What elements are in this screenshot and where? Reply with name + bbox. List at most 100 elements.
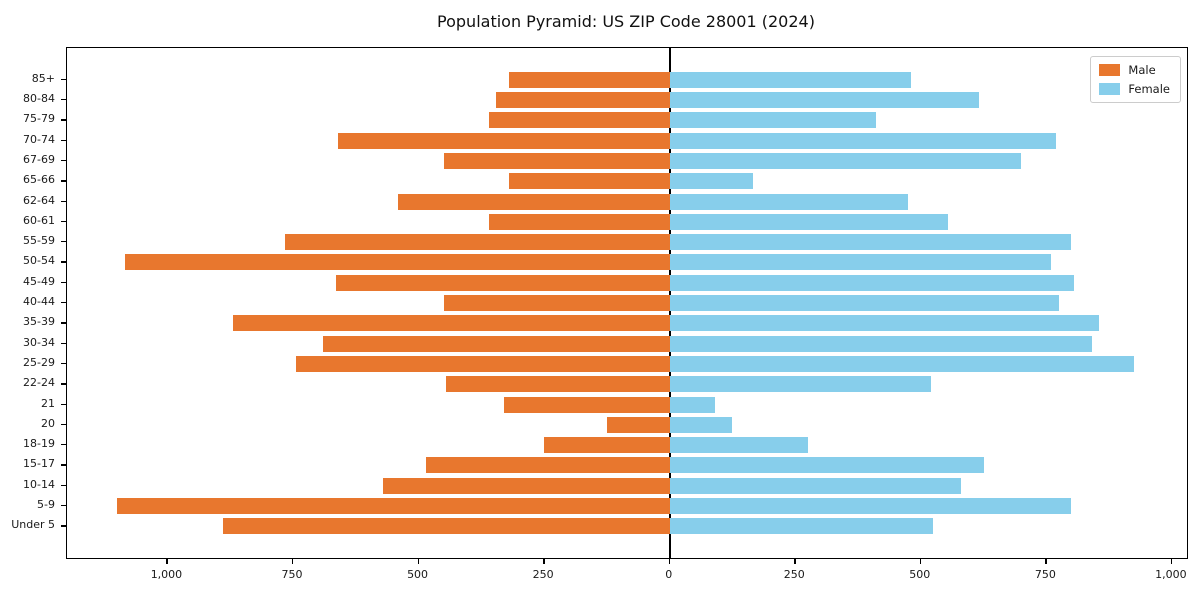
male-bar (398, 193, 670, 210)
male-bar (508, 173, 670, 190)
y-tick-label: 85+ (31, 71, 55, 85)
x-tick-mark (1170, 559, 1173, 564)
y-tick-mark (61, 302, 66, 304)
female-bar (669, 376, 931, 393)
y-tick-label: 22-24 (23, 376, 55, 390)
x-tick-label: 250 (532, 568, 554, 581)
legend-male-label: Male (1128, 63, 1156, 77)
female-bar (669, 498, 1072, 514)
y-tick-label: 30-34 (23, 335, 55, 349)
y-tick-mark (61, 423, 66, 426)
legend: Male Female (1090, 56, 1181, 103)
x-tick-label: 750 (1034, 568, 1056, 581)
male-bar (117, 498, 670, 514)
female-bar (669, 274, 1074, 291)
plot-area: Male Female (66, 47, 1188, 559)
y-tick-mark (61, 444, 66, 446)
y-tick-label: 10-14 (23, 477, 55, 491)
y-tick-label: 20 (41, 416, 55, 430)
y-tick-mark (61, 159, 66, 162)
y-tick-label: Under 5 (11, 518, 55, 532)
female-bar (669, 132, 1057, 149)
female-bar (669, 173, 753, 190)
x-tick-mark (417, 559, 419, 564)
y-tick-mark (61, 200, 66, 202)
female-bar (669, 152, 1022, 169)
y-tick-label: 45-49 (23, 274, 55, 288)
x-tick-label: 1,000 (150, 568, 183, 581)
legend-female-label: Female (1128, 82, 1170, 96)
female-bar (669, 477, 961, 494)
x-tick-label: 500 (407, 568, 429, 581)
y-tick-mark (61, 261, 66, 263)
female-bar (669, 518, 934, 535)
x-tick-label: 0 (665, 568, 673, 581)
y-tick-mark (61, 139, 66, 141)
y-tick-label: 15-17 (23, 457, 55, 471)
y-tick-label: 65-66 (23, 173, 55, 187)
male-bar (323, 335, 670, 352)
legend-female-swatch (1099, 83, 1121, 95)
female-bar (669, 71, 911, 88)
female-bar (669, 213, 949, 230)
y-tick-mark (61, 241, 66, 243)
y-tick-mark (61, 464, 66, 466)
y-tick-label: 62-64 (23, 193, 55, 207)
x-tick-mark (543, 559, 545, 564)
y-tick-label: 25-29 (23, 355, 55, 369)
x-tick-label: 750 (281, 568, 303, 581)
y-tick-label: 21 (41, 396, 55, 410)
y-tick-label: 18-19 (23, 437, 55, 451)
male-bar (544, 437, 670, 454)
y-tick-mark (61, 322, 66, 324)
y-tick-label: 40-44 (23, 295, 55, 308)
y-tick-label: 60-61 (23, 213, 55, 227)
y-tick-label: 70-74 (23, 132, 55, 146)
y-tick-mark (61, 484, 66, 487)
x-tick-mark (668, 559, 671, 564)
x-tick-mark (794, 559, 796, 564)
female-bar (669, 315, 1100, 332)
male-bar (488, 213, 670, 230)
y-tick-label: 80-84 (23, 92, 55, 105)
female-bar (669, 295, 1059, 311)
male-bar (338, 132, 670, 149)
y-tick-mark (61, 281, 66, 284)
male-bar (335, 274, 670, 291)
chart-title: Population Pyramid: US ZIP Code 28001 (2… (437, 12, 815, 31)
male-bar (606, 416, 670, 433)
y-tick-mark (61, 342, 66, 344)
male-bar (285, 234, 670, 251)
y-tick-label: 5-9 (37, 498, 55, 511)
y-tick-mark (61, 525, 66, 527)
female-bar (669, 112, 876, 129)
y-tick-mark (61, 505, 66, 507)
female-bar (669, 193, 909, 210)
legend-entry-male: Male (1099, 64, 1170, 76)
y-tick-mark (61, 180, 66, 182)
male-bar (503, 396, 670, 413)
x-tick-mark (919, 559, 922, 564)
female-bar (669, 335, 1092, 352)
y-tick-label: 75-79 (23, 112, 55, 126)
y-tick-mark (61, 220, 66, 223)
female-bar (669, 457, 984, 474)
legend-male-swatch (1099, 64, 1121, 76)
legend-entry-female: Female (1099, 83, 1170, 95)
female-bar (669, 92, 979, 108)
male-bar (426, 457, 670, 474)
male-bar (232, 315, 670, 332)
male-bar (488, 112, 670, 129)
male-bar (124, 254, 670, 271)
female-bar (669, 396, 715, 413)
female-bar (669, 437, 808, 454)
male-bar (383, 477, 670, 494)
y-tick-mark (61, 383, 66, 385)
male-bar (496, 92, 670, 108)
male-bar (508, 71, 670, 88)
x-tick-label: 1,000 (1155, 568, 1187, 581)
y-tick-label: 67-69 (23, 152, 55, 166)
y-tick-mark (61, 362, 66, 365)
female-bar (669, 355, 1135, 372)
